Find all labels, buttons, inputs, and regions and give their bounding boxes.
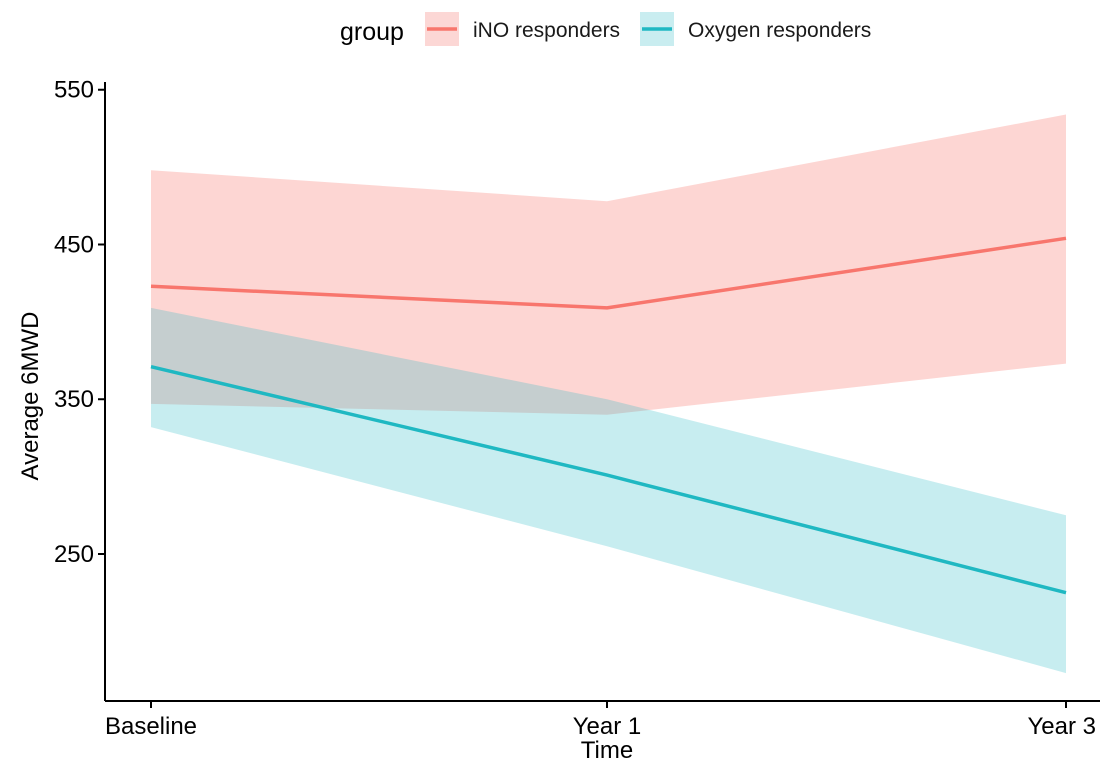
oxygen-confidence-band [151,307,1066,674]
y-tick-label: 250 [54,541,94,568]
y-tick-label: 450 [54,231,94,258]
legend-item-oxygen: Oxygen responders [640,12,871,46]
x-tick-label: Year 3 [1027,713,1096,740]
axes: 250 350 450 550 Baseline Year 1 Year 3 [54,77,1100,740]
y-tick-label: 550 [54,77,94,104]
x-tick-label: Baseline [105,713,197,740]
series-lines [150,236,1067,595]
ino-confidence-band [151,114,1066,415]
oxygen-responders-line [150,364,1067,595]
x-tick-label: Year 1 [573,713,642,740]
confidence-bands [151,114,1066,674]
x-axis-ticks: Baseline Year 1 Year 3 [105,701,1096,740]
y-axis-ticks: 250 350 450 550 [54,77,105,568]
legend: group iNO responders Oxygen responders [340,12,871,46]
legend-label-oxygen: Oxygen responders [688,19,871,42]
x-axis-title: Time [581,737,633,764]
legend-label-ino: iNO responders [473,19,620,42]
legend-title: group [340,18,404,46]
y-axis-title: Average 6MWD [17,312,44,481]
ino-responders-line [150,236,1067,310]
y-tick-label: 350 [54,386,94,413]
legend-item-ino: iNO responders [425,12,620,46]
